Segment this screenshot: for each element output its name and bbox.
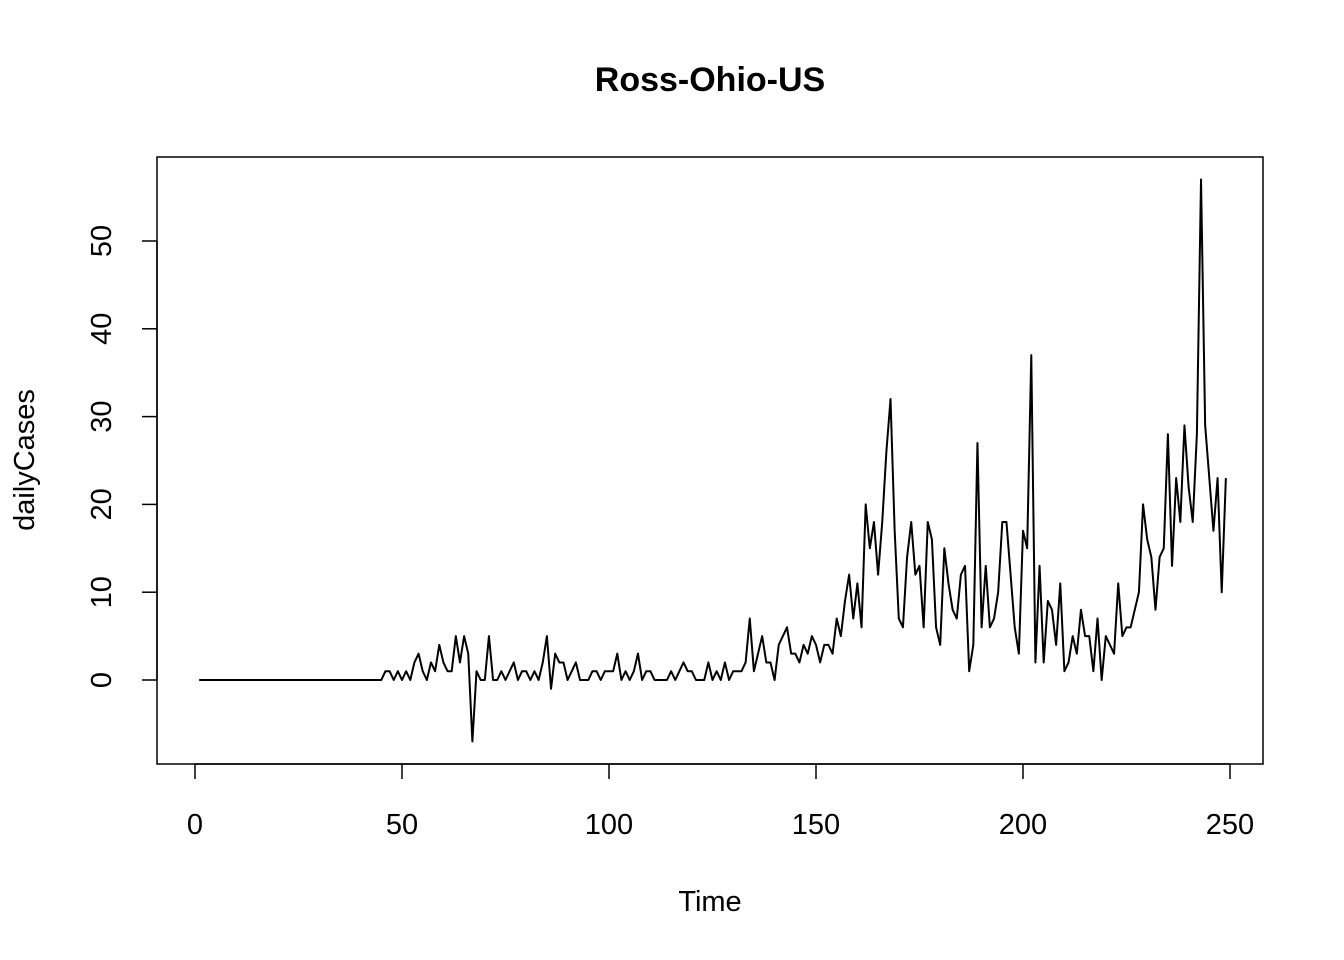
series-line xyxy=(199,178,1227,743)
y-tick-label: 50 xyxy=(86,225,118,257)
x-tick-label: 50 xyxy=(386,809,418,841)
y-tick-label: 20 xyxy=(86,488,118,520)
y-axis-label: dailyCases xyxy=(9,389,41,531)
y-axis: 0 10 20 30 40 50 xyxy=(86,225,158,688)
x-tick-label: 0 xyxy=(187,809,203,841)
x-tick-label: 100 xyxy=(585,809,633,841)
x-tick-label: 200 xyxy=(999,809,1047,841)
x-axis: 0 50 100 150 200 250 xyxy=(187,763,1254,841)
chart-title: Ross-Ohio-US xyxy=(595,61,825,99)
y-tick-label: 10 xyxy=(86,576,118,608)
x-tick-label: 250 xyxy=(1206,809,1254,841)
x-axis-label: Time xyxy=(678,886,741,918)
y-tick-label: 30 xyxy=(86,400,118,432)
y-tick-label: 40 xyxy=(86,313,118,345)
y-tick-label: 0 xyxy=(86,672,118,688)
x-tick-label: 150 xyxy=(792,809,840,841)
